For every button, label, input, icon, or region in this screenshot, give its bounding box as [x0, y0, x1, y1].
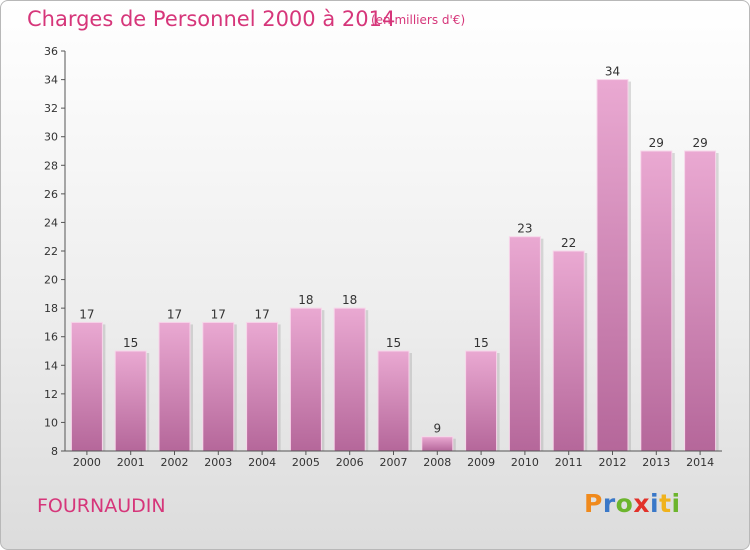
- commune-name: FOURNAUDIN: [37, 495, 166, 517]
- x-tick-label-2007: 2007: [380, 456, 408, 469]
- bar-2002: [158, 321, 191, 452]
- bar-2001: [114, 350, 147, 452]
- x-tick-label-2004: 2004: [248, 456, 276, 469]
- x-tick-label-2005: 2005: [292, 456, 320, 469]
- bar-2000: [70, 321, 103, 452]
- value-label-2013: 29: [649, 136, 664, 150]
- value-label-2000: 17: [79, 307, 94, 321]
- x-tick-label-2000: 2000: [73, 456, 101, 469]
- bar-2010: [508, 236, 541, 452]
- y-tick-label-18: 18: [44, 302, 58, 315]
- y-tick-label-26: 26: [44, 188, 58, 201]
- value-label-2012: 34: [605, 65, 620, 79]
- bar-2013: [640, 150, 673, 452]
- y-tick-label-16: 16: [44, 331, 58, 344]
- y-tick-label-22: 22: [44, 245, 58, 258]
- y-tick-label-36: 36: [44, 45, 58, 58]
- value-label-2014: 29: [692, 136, 707, 150]
- chart-subtitle: (en milliers d'€): [371, 13, 466, 27]
- y-tick-label-24: 24: [44, 216, 58, 229]
- x-tick-label-2012: 2012: [599, 456, 627, 469]
- bar-2003: [202, 321, 235, 452]
- value-label-2011: 22: [561, 236, 576, 250]
- y-tick-label-32: 32: [44, 102, 58, 115]
- value-label-2004: 17: [254, 307, 269, 321]
- bar-2005: [289, 307, 322, 452]
- bar-2009: [465, 350, 498, 452]
- value-label-2008: 9: [433, 422, 441, 436]
- x-tick-label-2013: 2013: [642, 456, 670, 469]
- x-tick-label-2002: 2002: [161, 456, 189, 469]
- x-tick-label-2003: 2003: [204, 456, 232, 469]
- value-label-2009: 15: [473, 336, 488, 350]
- bar-2004: [246, 321, 279, 452]
- y-tick-label-28: 28: [44, 159, 58, 172]
- bar-2008: [421, 436, 454, 452]
- x-tick-label-2006: 2006: [336, 456, 364, 469]
- value-label-2001: 15: [123, 336, 138, 350]
- value-label-2002: 17: [167, 307, 182, 321]
- x-tick-label-2001: 2001: [117, 456, 145, 469]
- x-tick-label-2014: 2014: [686, 456, 714, 469]
- x-tick-label-2009: 2009: [467, 456, 495, 469]
- y-tick-label-20: 20: [44, 274, 58, 287]
- proxiti-logo[interactable]: Proxiti: [584, 489, 681, 518]
- bar-2011: [552, 250, 585, 452]
- y-tick-label-10: 10: [44, 416, 58, 429]
- y-tick-label-34: 34: [44, 74, 58, 87]
- y-tick-label-14: 14: [44, 359, 58, 372]
- y-tick-label-8: 8: [51, 445, 58, 458]
- value-label-2007: 15: [386, 336, 401, 350]
- x-tick-label-2011: 2011: [555, 456, 583, 469]
- value-label-2003: 17: [211, 307, 226, 321]
- bar-2007: [377, 350, 410, 452]
- x-tick-label-2008: 2008: [423, 456, 451, 469]
- x-tick-label-2010: 2010: [511, 456, 539, 469]
- bar-2006: [333, 307, 366, 452]
- value-label-2005: 18: [298, 293, 313, 307]
- bar-2014: [684, 150, 717, 452]
- y-tick-label-12: 12: [44, 388, 58, 401]
- bar-2012: [596, 79, 629, 452]
- chart-title: Charges de Personnel 2000 à 2014: [27, 7, 396, 31]
- y-tick-label-30: 30: [44, 131, 58, 144]
- value-label-2010: 23: [517, 222, 532, 236]
- value-label-2006: 18: [342, 293, 357, 307]
